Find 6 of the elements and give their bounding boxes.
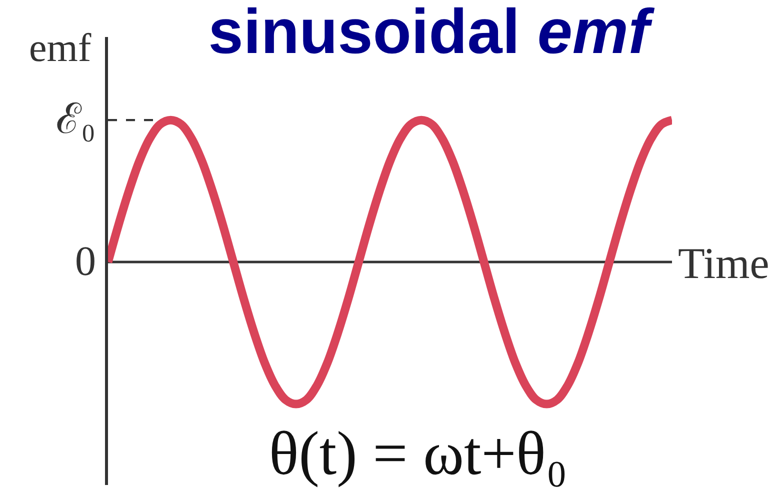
x-axis-title: Time — [678, 239, 770, 288]
ref-line-label: ℰ₀ — [56, 97, 96, 143]
ref-line-label: 0 — [75, 239, 96, 285]
chart-title: sinusoidal emf — [208, 0, 656, 68]
text: θ(t) = ωt+θ₀ — [269, 420, 568, 488]
y-axis-title: emf — [29, 25, 92, 70]
